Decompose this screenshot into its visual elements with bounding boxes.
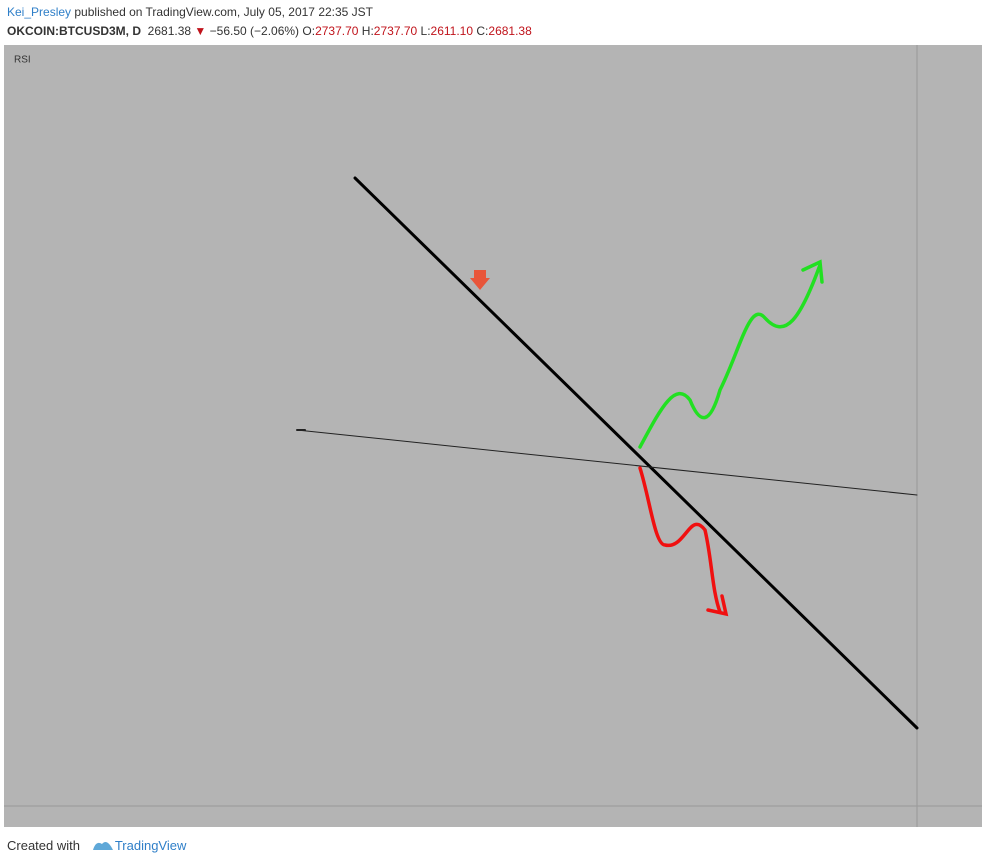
label: O: — [302, 24, 316, 38]
open: 2737.70 — [315, 24, 359, 38]
created: Created with — [7, 838, 80, 853]
high: 2737.70 — [373, 24, 418, 38]
author[interactable]: Kei_Presley — [7, 5, 72, 19]
drawings — [296, 176, 919, 730]
bull-arrowhead — [801, 259, 824, 284]
header-line: OKCOIN:BTCUSD3M, D 2681.38 ▼ −56.50 (−2.… — [7, 22, 532, 41]
header-line: Kei_Presley published on TradingView.com… — [7, 3, 532, 22]
trend-line — [296, 429, 918, 496]
bull-arrow — [638, 263, 822, 449]
header: Kei_Presley published on TradingView.com… — [7, 3, 532, 41]
trend-line — [353, 176, 919, 730]
chart: RSI — [4, 45, 982, 827]
symbol: OKCOIN:BTCUSD3M, D — [7, 24, 141, 38]
published: published on TradingView.com, July 05, 2… — [74, 5, 374, 19]
footer: Created with TradingView — [7, 836, 186, 853]
change: −56.50 (−2.06%) — [209, 24, 300, 38]
low: 2611.10 — [430, 24, 474, 38]
brand[interactable]: TradingView — [114, 838, 187, 853]
close: 2681.38 — [488, 24, 532, 38]
bear-arrow — [638, 466, 722, 614]
label: H: — [361, 24, 374, 38]
change-arrow: ▼ — [194, 24, 207, 38]
pane-title: RSI — [14, 55, 31, 66]
pane — [4, 45, 982, 827]
logo — [92, 842, 113, 850]
sell-marker — [470, 270, 490, 290]
label: C: — [476, 24, 489, 38]
last: 2681.38 — [147, 24, 192, 38]
label: L: — [420, 24, 431, 38]
bear-arrowhead — [706, 594, 729, 617]
